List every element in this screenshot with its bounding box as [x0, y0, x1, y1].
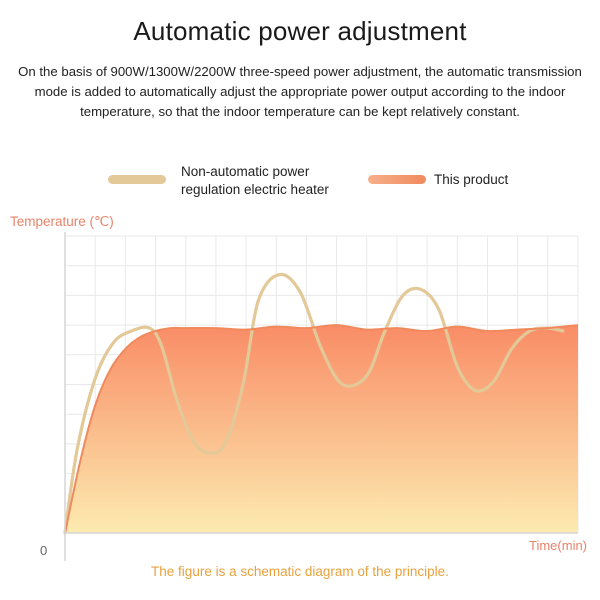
origin-label: 0	[40, 543, 48, 558]
this-product-area	[65, 325, 578, 533]
legend-label-this-product: This product	[434, 172, 509, 187]
axes	[64, 232, 578, 561]
series-line-this-product	[64, 324, 579, 534]
legend-swatch-non-automatic	[108, 175, 166, 184]
description-text: On the basis of 900W/1300W/2200W three-s…	[18, 64, 582, 119]
legend-swatch-this-product	[368, 175, 426, 184]
series-lines	[63, 272, 579, 535]
y-axis-label: Temperature (℃)	[10, 214, 114, 229]
legend-label-non-automatic: Non-automatic power regulation electric …	[181, 164, 329, 197]
series-line-non-automatic	[63, 272, 565, 535]
x-axis-label: Time(min)	[529, 538, 588, 553]
figure-caption: The figure is a schematic diagram of the…	[151, 564, 449, 579]
area-fill	[65, 325, 578, 533]
page-title: Automatic power adjustment	[133, 16, 467, 46]
